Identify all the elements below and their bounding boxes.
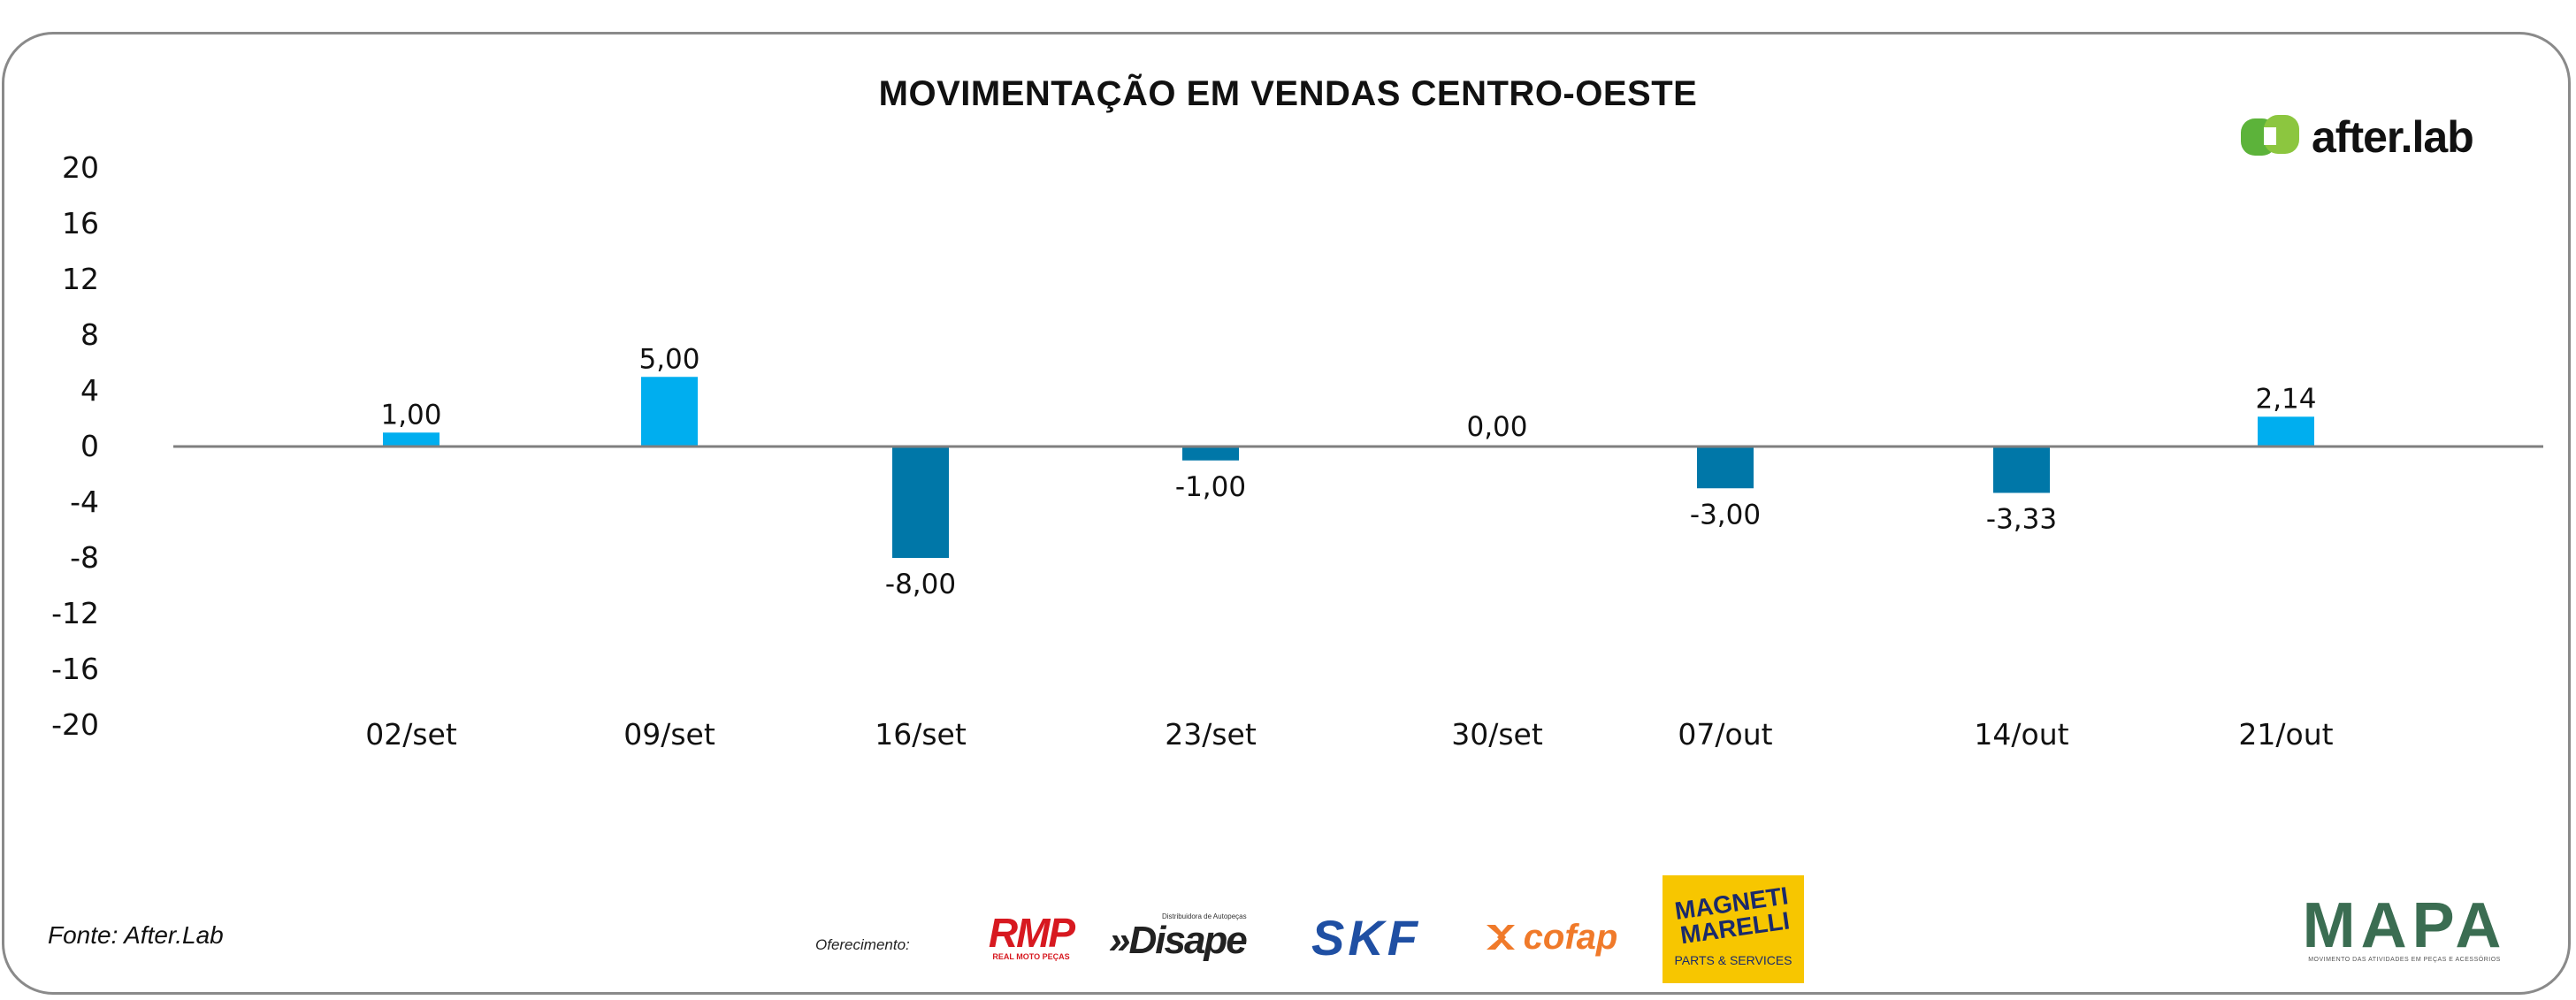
bar: [1993, 447, 2050, 493]
disape-logo-tagline: Distribuidora de Autopeças: [1162, 912, 1247, 920]
data-label: 2,14: [2255, 383, 2316, 415]
x-tick-label: 16/set: [875, 717, 967, 752]
mapa-logo: MAPA MOVIMENTO DAS ATIVIDADES EM PEÇAS E…: [2303, 893, 2506, 964]
magneti-logo-subtext: PARTS & SERVICES: [1674, 953, 1792, 967]
y-tick-label: 4: [80, 373, 99, 408]
x-tick-label: 02/set: [365, 717, 457, 752]
magneti-marelli-logo: MAGNETI MARELLI PARTS & SERVICES: [1663, 875, 1804, 983]
magneti-logo-text: MAGNETI MARELLI: [1672, 882, 1792, 950]
source-note: Fonte: After.Lab: [48, 921, 224, 949]
x-tick-label: 23/set: [1165, 717, 1257, 752]
y-tick-label: 20: [62, 150, 99, 185]
skf-logo: SKF: [1311, 909, 1421, 966]
y-tick-label: -12: [51, 596, 99, 630]
data-label: -1,00: [1175, 471, 1246, 503]
sponsor-label: Oferecimento:: [815, 936, 910, 953]
y-tick-label: -4: [70, 485, 99, 519]
bar: [2258, 416, 2314, 447]
y-tick-label: -16: [51, 652, 99, 686]
rmp-logo-subtext: REAL MOTO PEÇAS: [992, 952, 1070, 961]
y-tick-label: 0: [80, 429, 99, 463]
y-tick-label: -8: [70, 540, 99, 575]
y-tick-label: 16: [62, 206, 99, 240]
data-label: 0,00: [1466, 411, 1527, 443]
data-label: 1,00: [380, 399, 441, 431]
x-tick-label: 07/out: [1678, 717, 1772, 752]
data-label: -3,33: [1986, 503, 2057, 535]
afterlab-logo-text: after.lab: [2312, 112, 2474, 162]
y-tick-label: 8: [80, 317, 99, 352]
y-tick-label: -20: [51, 707, 99, 742]
x-tick-label: 30/set: [1451, 717, 1543, 752]
data-label: 5,00: [638, 343, 699, 375]
bar: [641, 377, 698, 447]
rmp-logo: RMP REAL MOTO PEÇAS: [973, 912, 1089, 962]
x-tick-label: 21/out: [2238, 717, 2333, 752]
cofap-logo-icon: [1486, 925, 1515, 950]
bar: [1182, 447, 1239, 461]
bar: [892, 447, 949, 558]
mapa-logo-text: MAPA: [2302, 889, 2507, 961]
disape-logo: Distribuidora de Autopeças »Disape: [1109, 911, 1265, 962]
chart-frame: [2, 32, 2571, 995]
mapa-logo-subtext: MOVIMENTO DAS ATIVIDADES EM PEÇAS E ACES…: [2308, 956, 2501, 963]
cofap-logo-text: cofap: [1523, 917, 1618, 957]
data-label: -3,00: [1690, 499, 1761, 531]
cofap-logo: cofap: [1466, 914, 1634, 960]
rmp-logo-text: RMP: [988, 910, 1075, 956]
x-tick-label: 09/set: [623, 717, 715, 752]
chart-title: MOVIMENTAÇÃO EM VENDAS CENTRO-OESTE: [878, 74, 1698, 113]
disape-logo-text: »Disape: [1109, 919, 1248, 962]
y-tick-label: 12: [62, 262, 99, 296]
afterlab-logo: after.lab: [2239, 110, 2474, 164]
data-label: -8,00: [885, 569, 956, 600]
bar: [383, 432, 440, 447]
x-tick-label: 14/out: [1974, 717, 2068, 752]
bar: [1697, 447, 1754, 489]
afterlab-logo-icon: [2241, 115, 2299, 156]
